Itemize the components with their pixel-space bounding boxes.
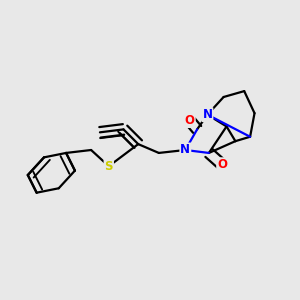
Text: O: O (217, 158, 227, 171)
Text: N: N (202, 108, 212, 121)
Text: O: O (185, 114, 195, 127)
Text: N: N (180, 143, 190, 157)
Text: S: S (104, 160, 113, 173)
